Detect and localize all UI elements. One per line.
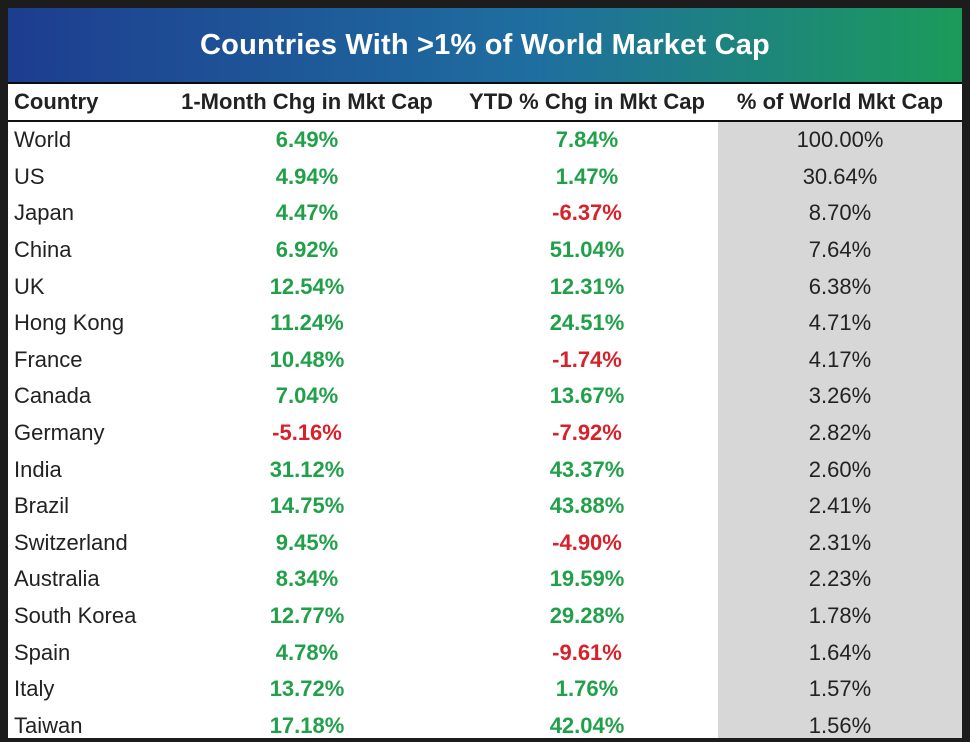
world-share-cell: 2.41% [718, 487, 962, 525]
ytd-chg-cell: -6.37% [552, 200, 622, 226]
column-header-month-chg: 1-Month Chg in Mkt Cap [158, 84, 456, 122]
ytd-chg-cell: 7.84% [555, 127, 619, 153]
table-row: India 31.12% 43.37% 2.60% [8, 451, 962, 488]
table-row: Canada 7.04% 13.67% 3.26% [8, 378, 962, 415]
market-cap-table: Country 1-Month Chg in Mkt Cap YTD % Chg… [8, 84, 962, 738]
country-cell: US [14, 163, 45, 189]
ytd-chg-cell: -9.61% [552, 639, 622, 665]
ytd-chg-cell: 24.51% [549, 310, 625, 336]
country-cell: Switzerland [14, 529, 128, 555]
table-row: Italy 13.72% 1.76% 1.57% [8, 670, 962, 708]
ytd-chg-cell: 13.67% [549, 383, 625, 409]
table-body: World 6.49% 7.84% 100.00% US 4.94% 1.47% 30.64%… [8, 121, 962, 738]
table-row: Taiwan 17.18% 42.04% 1.56% [8, 707, 962, 738]
world-share-cell: 3.26% [718, 378, 962, 415]
table-row: China 6.92% 51.04% 7.64% [8, 231, 962, 269]
ytd-chg-cell: 1.76% [555, 676, 619, 702]
table-row: Australia 8.34% 19.59% 2.23% [8, 561, 962, 598]
ytd-chg-cell: 12.31% [549, 273, 625, 299]
ytd-chg-cell: 29.28% [549, 603, 625, 629]
world-share-cell: 2.82% [718, 414, 962, 452]
country-cell: Taiwan [14, 712, 83, 738]
table-row: Switzerland 9.45% -4.90% 2.31% [8, 524, 962, 562]
month-chg-cell: 12.77% [269, 603, 345, 629]
ytd-chg-cell: 51.04% [549, 237, 625, 263]
country-cell: Hong Kong [14, 310, 125, 336]
country-cell: France [14, 346, 83, 372]
chart-title: Countries With >1% of World Market Cap [8, 8, 962, 84]
month-chg-cell: 6.49% [275, 127, 339, 153]
column-header-ytd-chg: YTD % Chg in Mkt Cap [456, 84, 718, 122]
world-share-cell: 4.17% [718, 341, 962, 379]
ytd-chg-cell: -1.74% [552, 346, 622, 372]
table-row: UK 12.54% 12.31% 6.38% [8, 268, 962, 305]
ytd-chg-cell: 19.59% [549, 566, 625, 592]
table-row: Brazil 14.75% 43.88% 2.41% [8, 487, 962, 525]
world-share-cell: 2.60% [718, 451, 962, 488]
month-chg-cell: 9.45% [275, 529, 339, 555]
world-share-cell: 1.57% [718, 670, 962, 708]
country-cell: Spain [14, 639, 71, 665]
world-share-cell: 1.64% [718, 634, 962, 671]
table-row: Hong Kong 11.24% 24.51% 4.71% [8, 304, 962, 342]
ytd-chg-cell: 43.37% [549, 456, 625, 482]
country-cell: China [14, 237, 72, 263]
world-share-cell: 1.78% [718, 597, 962, 635]
month-chg-cell: 13.72% [269, 676, 345, 702]
month-chg-cell: 10.48% [269, 346, 345, 372]
country-cell: Brazil [14, 493, 70, 519]
table-row: World 6.49% 7.84% 100.00% [8, 121, 962, 159]
month-chg-cell: 12.54% [269, 273, 345, 299]
month-chg-cell: 4.47% [275, 200, 339, 226]
month-chg-cell: 4.94% [275, 163, 339, 189]
table-row: Japan 4.47% -6.37% 8.70% [8, 195, 962, 232]
month-chg-cell: 7.04% [275, 383, 339, 409]
ytd-chg-cell: 1.47% [555, 163, 619, 189]
world-share-cell: 100.00% [718, 121, 962, 159]
month-chg-cell: 11.24% [270, 310, 344, 336]
world-share-cell: 6.38% [718, 268, 962, 305]
ytd-chg-cell: -7.92% [552, 420, 622, 446]
ytd-chg-cell: -4.90% [552, 529, 622, 555]
country-cell: Japan [14, 200, 74, 226]
ytd-chg-cell: 43.88% [549, 493, 625, 519]
table-row: France 10.48% -1.74% 4.17% [8, 341, 962, 379]
table-row: Spain 4.78% -9.61% 1.64% [8, 634, 962, 671]
world-share-cell: 8.70% [718, 195, 962, 232]
column-header-country: Country [8, 84, 158, 122]
month-chg-cell: 14.75% [269, 493, 345, 519]
country-cell: Germany [14, 420, 105, 446]
world-share-cell: 30.64% [718, 158, 962, 196]
country-cell: World [14, 127, 72, 153]
country-cell: UK [14, 273, 45, 299]
month-chg-cell: 4.78% [275, 639, 339, 665]
month-chg-cell: 6.92% [275, 237, 339, 263]
country-cell: South Korea [14, 603, 137, 629]
column-header-world-share: % of World Mkt Cap [718, 84, 962, 122]
country-cell: Australia [14, 566, 100, 592]
country-cell: India [14, 456, 62, 482]
month-chg-cell: 17.18% [269, 712, 345, 738]
month-chg-cell: -5.16% [272, 420, 342, 446]
header-row: Country 1-Month Chg in Mkt Cap YTD % Chg… [8, 84, 962, 122]
world-share-cell: 4.71% [718, 304, 962, 342]
table-row: US 4.94% 1.47% 30.64% [8, 158, 962, 196]
month-chg-cell: 31.12% [269, 456, 345, 482]
table-row: Germany -5.16% -7.92% 2.82% [8, 414, 962, 452]
world-share-cell: 2.23% [718, 561, 962, 598]
world-share-cell: 1.56% [718, 707, 962, 738]
world-share-cell: 2.31% [718, 524, 962, 562]
country-cell: Italy [14, 676, 55, 702]
ytd-chg-cell: 42.04% [549, 712, 625, 738]
world-share-cell: 7.64% [718, 231, 962, 269]
country-cell: Canada [14, 383, 92, 409]
chart-frame: Countries With >1% of World Market Cap C… [8, 8, 962, 738]
month-chg-cell: 8.34% [275, 566, 339, 592]
table-row: South Korea 12.77% 29.28% 1.78% [8, 597, 962, 635]
